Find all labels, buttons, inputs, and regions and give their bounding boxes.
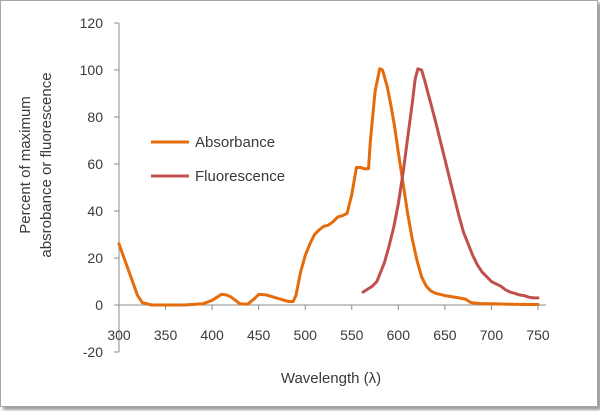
x-tick-label: 550 xyxy=(340,327,364,343)
series-line-absorbance xyxy=(117,67,540,307)
x-tick-label: 450 xyxy=(247,327,271,343)
x-tick-label: 700 xyxy=(480,327,504,343)
legend-label-fluorescence: Fluorescence xyxy=(195,168,285,185)
series-line-fluorescence xyxy=(361,67,540,300)
y-tick-label: 0 xyxy=(95,297,103,313)
y-tick-label: 20 xyxy=(87,250,103,266)
y-tick-label: -20 xyxy=(83,344,103,360)
legend-label-absorbance: Absorbance xyxy=(195,134,275,151)
legend: Absorbance Fluorescence xyxy=(151,134,285,185)
x-tick-label: 350 xyxy=(154,327,178,343)
y-tick-label: 120 xyxy=(80,15,104,31)
x-tick-label: 400 xyxy=(200,327,224,343)
line-chart: -20 0 20 40 60 80 100 120 300 350 400 450 500 550 600 6… xyxy=(17,15,550,387)
y-tick-label: 100 xyxy=(80,62,104,78)
x-tick-label: 750 xyxy=(526,327,550,343)
x-tick-label: 500 xyxy=(294,327,318,343)
y-tick-label: 40 xyxy=(87,203,103,219)
x-tick-label: 600 xyxy=(387,327,411,343)
y-tick-label: 60 xyxy=(87,156,103,172)
x-tick-label: 300 xyxy=(107,327,131,343)
x-tick-label: 650 xyxy=(433,327,457,343)
y-axis-title-line-2: absrobance or fluorescence xyxy=(38,72,55,257)
axes: -20 0 20 40 60 80 100 120 300 350 400 450 500 550 600 6… xyxy=(80,15,550,360)
series-layer xyxy=(117,67,540,307)
y-axis-title-line-1: Percent of maximum xyxy=(17,96,34,234)
y-tick-label: 80 xyxy=(87,109,103,125)
x-axis-title: Wavelength (λ) xyxy=(281,370,381,387)
